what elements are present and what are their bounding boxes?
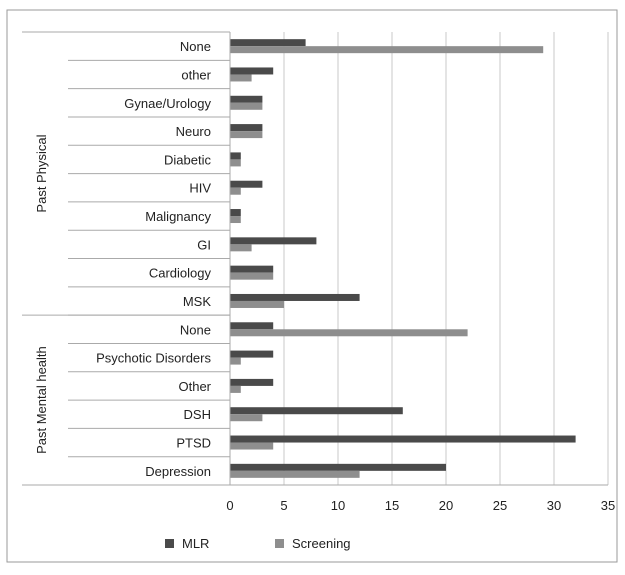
bar-mlr	[230, 152, 241, 160]
bar-screening	[230, 244, 252, 252]
category-label: Other	[178, 379, 211, 394]
bar-screening	[230, 74, 252, 82]
bar-mlr	[230, 293, 360, 301]
category-label: None	[180, 322, 211, 337]
legend-label: Screening	[292, 536, 351, 551]
x-tick-label: 20	[439, 498, 453, 513]
bar-mlr	[230, 124, 263, 132]
group-label: Past Mental health	[34, 346, 49, 454]
bar-screening	[230, 470, 360, 478]
bar-screening	[230, 329, 468, 337]
category-label: HIV	[189, 181, 211, 196]
bar-mlr	[230, 180, 263, 188]
legend-swatch	[165, 539, 174, 548]
bar-screening	[230, 300, 284, 308]
x-tick-label: 5	[280, 498, 287, 513]
bar-screening	[230, 131, 263, 139]
category-label: Depression	[145, 464, 211, 479]
bar-screening	[230, 46, 544, 54]
x-tick-label: 15	[385, 498, 399, 513]
x-axis: 0 5 10 15 20 25 30 35	[22, 32, 615, 513]
legend: MLR Screening	[165, 536, 351, 551]
category-label: DSH	[184, 407, 211, 422]
bar-mlr	[230, 350, 274, 358]
bar-mlr	[230, 39, 306, 47]
bar-screening	[230, 102, 263, 110]
category-label: GI	[197, 237, 211, 252]
grid-lines	[229, 32, 609, 485]
group-label: Past Physical	[34, 134, 49, 212]
category-label: Gynae/Urology	[124, 96, 211, 111]
legend-swatch	[275, 539, 284, 548]
bar-mlr	[230, 265, 274, 273]
category-label: Cardiology	[149, 266, 212, 281]
bar-screening	[230, 216, 241, 224]
x-tick-label: 35	[601, 498, 615, 513]
category-label: Malignancy	[145, 209, 211, 224]
category-label: MSK	[183, 294, 212, 309]
category-label: other	[181, 67, 211, 82]
bar-screening	[230, 187, 241, 195]
bar-screening	[230, 414, 263, 422]
bar-mlr	[230, 209, 241, 217]
bar-mlr	[230, 435, 576, 443]
bar-mlr	[230, 463, 446, 471]
bar-screening	[230, 357, 241, 365]
x-tick-label: 30	[547, 498, 561, 513]
bar-screening	[230, 159, 241, 167]
category-label: Psychotic Disorders	[96, 351, 211, 366]
bar-mlr	[230, 378, 274, 386]
category-label: None	[180, 39, 211, 54]
bar-screening	[230, 385, 241, 393]
x-tick-label: 25	[493, 498, 507, 513]
bar-mlr	[230, 322, 274, 330]
bars	[230, 39, 576, 478]
category-labels: Past Physical Past Mental health None other…	[22, 31, 230, 486]
category-label: Diabetic	[164, 152, 211, 167]
chart-border	[6, 9, 618, 563]
bar-mlr	[230, 67, 274, 75]
x-tick-label: 0	[226, 498, 233, 513]
category-label: PTSD	[176, 436, 211, 451]
category-label: Neuro	[176, 124, 211, 139]
bar-screening	[230, 442, 274, 450]
x-tick-label: 10	[331, 498, 345, 513]
bar-mlr	[230, 237, 317, 245]
legend-label: MLR	[182, 536, 209, 551]
bar-screening	[230, 272, 274, 280]
bar-mlr	[230, 407, 403, 415]
bar-mlr	[230, 95, 263, 103]
